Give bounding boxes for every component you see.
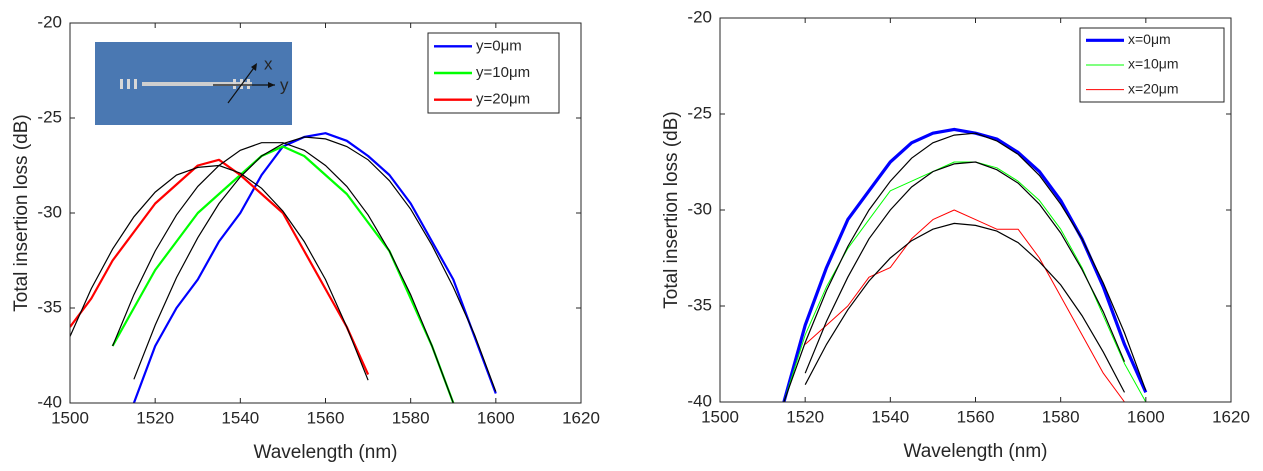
- waveguide: [142, 82, 252, 86]
- legend: y=0μm y=10μm y=20μm: [427, 32, 560, 114]
- y-tick-label: -25: [687, 103, 712, 122]
- x-tick-label: 1540: [221, 408, 259, 427]
- x-tick-label: 1520: [786, 407, 824, 426]
- y-tick-label: -20: [37, 12, 62, 31]
- legend-label: y=0μm: [476, 37, 522, 54]
- y-tick-label: -20: [687, 7, 712, 26]
- x-arrow-head: [251, 63, 257, 71]
- fit-line: [112, 142, 454, 403]
- x-tick-label: 1620: [562, 408, 600, 427]
- legend-label: y=20μm: [476, 91, 530, 108]
- x-tick-label: 1500: [701, 407, 739, 426]
- lines: [782, 127, 1148, 402]
- x-tick-label: 1580: [1042, 407, 1080, 426]
- fit-line: [804, 161, 1126, 374]
- y-tick-label: -35: [37, 297, 62, 316]
- x-tick-label: 1540: [871, 407, 909, 426]
- x-axis-label: Wavelength (nm): [904, 441, 1048, 462]
- fit-line: [783, 132, 1147, 402]
- lines: [70, 132, 497, 403]
- y-tick-label: -30: [687, 199, 712, 218]
- y-tick-label: -40: [687, 391, 712, 410]
- data-line: [70, 158, 370, 375]
- data-line: [132, 132, 497, 403]
- legend: x=0μm x=10μm x=20μm: [1079, 27, 1225, 103]
- x-tick-label: 1600: [1127, 407, 1165, 426]
- inset-label: x: [264, 54, 273, 73]
- y-axis-label: Total insertion loss (dB): [661, 111, 682, 308]
- x-tick-label: 1620: [1212, 407, 1250, 426]
- fit-line: [804, 222, 1126, 393]
- x-tick-label: 1580: [392, 408, 430, 427]
- y-tick-label: -35: [687, 295, 712, 314]
- x-arrow: [227, 64, 257, 104]
- y-tick-label: -25: [37, 107, 62, 126]
- x-tick-label: 1500: [51, 408, 89, 427]
- fit-line: [70, 164, 369, 381]
- legend-label: y=10μm: [476, 64, 530, 81]
- legend-label: x=10μm: [1128, 56, 1178, 72]
- y-tick-label: -40: [37, 392, 62, 411]
- legend-label: x=0μm: [1128, 31, 1171, 47]
- x-axis-label: Wavelength (nm): [254, 442, 398, 463]
- fit-line: [133, 136, 497, 392]
- grating-left: [120, 79, 137, 89]
- x-tick-label: 1600: [477, 408, 515, 427]
- inset: x y: [95, 42, 292, 125]
- legend-label: x=20μm: [1128, 80, 1178, 96]
- x-tick-label: 1560: [957, 407, 995, 426]
- x-tick-label: 1520: [136, 408, 174, 427]
- inset-label: y: [280, 75, 289, 94]
- plot-area: 1500 1520 1540 1560 1580 1600 1620 -40 -35 -30 -25…: [11, 12, 600, 463]
- data-line: [804, 209, 1125, 402]
- x-tick-label: 1560: [307, 408, 345, 427]
- y-axis-label: Total insertion loss (dB): [11, 114, 32, 311]
- y-arrow-head: [268, 82, 275, 88]
- y-tick-label: -30: [37, 202, 62, 221]
- plot-area: 1500 1520 1540 1560 1580 1600 1620 -40 -35 -30 -25…: [661, 7, 1250, 462]
